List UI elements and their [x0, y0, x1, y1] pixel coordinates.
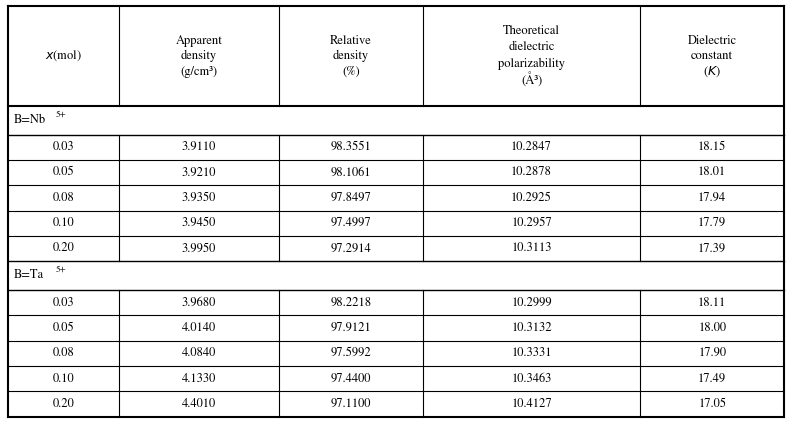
Text: 0.10: 0.10: [52, 373, 74, 385]
Text: 97.4400: 97.4400: [330, 373, 371, 385]
Text: 97.8497: 97.8497: [330, 192, 371, 204]
Text: 18.00: 18.00: [699, 322, 726, 334]
Text: (g/cm³): (g/cm³): [181, 66, 218, 78]
Text: 0.03: 0.03: [52, 141, 74, 153]
Text: 0.08: 0.08: [52, 347, 74, 359]
Text: 10.4127: 10.4127: [511, 398, 552, 410]
Text: 0.20: 0.20: [52, 398, 74, 410]
Text: 3.9950: 3.9950: [181, 243, 216, 254]
Text: 10.2925: 10.2925: [511, 192, 552, 204]
Text: 3.9450: 3.9450: [181, 217, 216, 229]
Text: 18.11: 18.11: [698, 297, 726, 308]
Text: 17.94: 17.94: [699, 192, 726, 204]
Text: 10.2999: 10.2999: [511, 297, 552, 308]
Text: density: density: [333, 50, 369, 62]
Text: 98.3551: 98.3551: [330, 141, 371, 153]
Text: 17.39: 17.39: [699, 243, 726, 254]
Text: Theoretical: Theoretical: [503, 25, 560, 36]
Text: 10.2878: 10.2878: [511, 167, 552, 179]
Text: 97.2914: 97.2914: [330, 243, 371, 254]
Text: 17.05: 17.05: [699, 398, 726, 410]
Text: (%): (%): [342, 66, 360, 78]
Text: 3.9680: 3.9680: [181, 297, 216, 308]
Text: B=Nb: B=Nb: [14, 114, 47, 126]
Text: density: density: [181, 50, 217, 62]
Text: 3.9350: 3.9350: [181, 192, 216, 204]
Text: 10.3113: 10.3113: [512, 243, 552, 254]
Text: 98.2218: 98.2218: [330, 297, 371, 308]
Text: 4.1330: 4.1330: [181, 373, 216, 385]
Text: Apparent: Apparent: [176, 35, 223, 47]
Text: 0.03: 0.03: [52, 297, 74, 308]
Text: 5+: 5+: [55, 111, 66, 118]
Text: 18.15: 18.15: [698, 141, 726, 153]
Text: 97.4997: 97.4997: [330, 217, 371, 229]
Text: 0.05: 0.05: [52, 167, 74, 179]
Text: 97.1100: 97.1100: [330, 398, 371, 410]
Text: 3.9110: 3.9110: [181, 141, 216, 153]
Text: 10.2847: 10.2847: [511, 141, 552, 153]
Text: (Å³): (Å³): [521, 73, 543, 88]
Text: polarizability: polarizability: [498, 58, 565, 70]
Text: 4.0840: 4.0840: [181, 347, 216, 359]
Text: 0.05: 0.05: [52, 322, 74, 334]
Text: 0.20: 0.20: [52, 243, 74, 254]
Text: 4.0140: 4.0140: [182, 322, 216, 334]
Text: 10.3331: 10.3331: [512, 347, 552, 359]
Text: 18.01: 18.01: [699, 167, 726, 179]
Text: 4.4010: 4.4010: [182, 398, 216, 410]
Text: 10.2957: 10.2957: [511, 217, 552, 229]
Text: $x$(mol): $x$(mol): [45, 49, 82, 63]
Text: 97.5992: 97.5992: [330, 347, 371, 359]
Text: 17.79: 17.79: [699, 217, 726, 229]
Text: 17.90: 17.90: [699, 347, 726, 359]
Text: 0.08: 0.08: [52, 192, 74, 204]
Text: 10.3132: 10.3132: [511, 322, 552, 334]
Text: 3.9210: 3.9210: [181, 167, 216, 179]
Text: 97.9121: 97.9121: [330, 322, 371, 334]
Text: 17.49: 17.49: [699, 373, 726, 385]
Text: B=Ta: B=Ta: [14, 270, 44, 281]
Text: 5+: 5+: [55, 266, 66, 274]
Text: 0.10: 0.10: [52, 217, 74, 229]
Text: constant: constant: [691, 50, 733, 62]
Text: ($K$): ($K$): [703, 65, 722, 80]
Text: dielectric: dielectric: [508, 41, 554, 52]
Text: 98.1061: 98.1061: [330, 167, 371, 179]
Text: 10.3463: 10.3463: [512, 373, 552, 385]
Text: Relative: Relative: [330, 36, 371, 47]
Text: Dielectric: Dielectric: [687, 36, 737, 47]
